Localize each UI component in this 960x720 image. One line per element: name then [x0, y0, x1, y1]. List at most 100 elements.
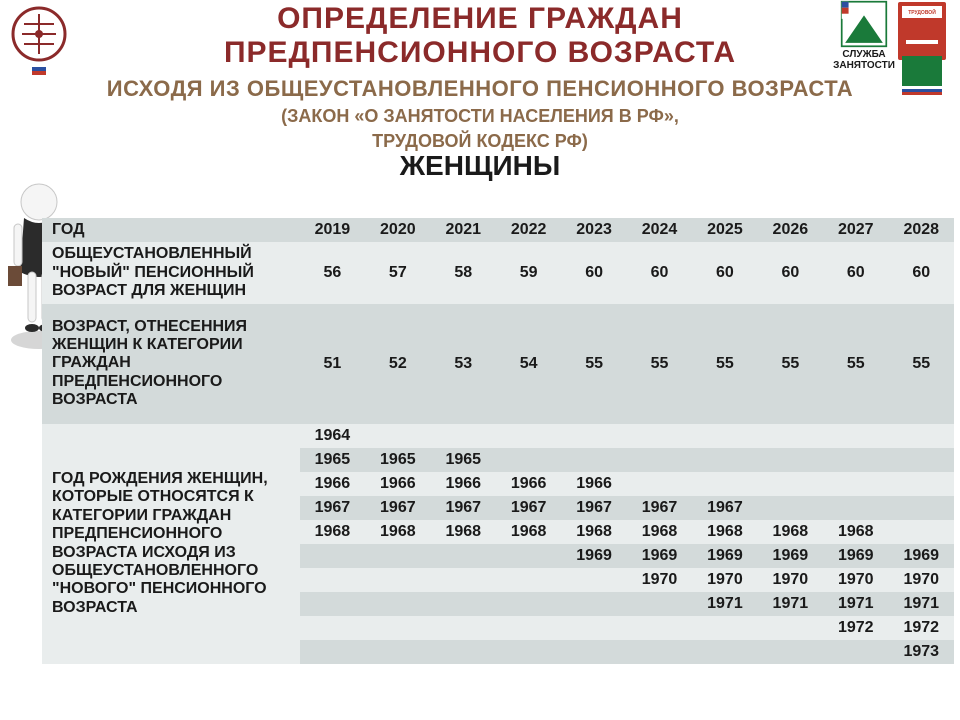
data-table: ГОД 2019 2020 2021 2022 2023 2024 2025 2…	[42, 218, 954, 664]
prepension-age-value: 55	[888, 304, 954, 424]
subtitle: ИСХОДЯ ИЗ ОБЩЕУСТАНОВЛЕННОГО ПЕНСИОННОГО…	[0, 76, 960, 102]
birthyear-cell: 1967	[692, 496, 757, 520]
year-cell: 2024	[627, 218, 692, 242]
birthyear-cell	[365, 544, 430, 568]
row-years: ГОД 2019 2020 2021 2022 2023 2024 2025 2…	[42, 218, 954, 242]
birthyear-cell: 1969	[692, 544, 757, 568]
birthyear-cell: 1969	[561, 544, 626, 568]
labour-code-books: ТРУДОВОЙ	[896, 0, 948, 96]
birthyear-cell: 1969	[758, 544, 823, 568]
birthyear-cell	[496, 592, 561, 616]
birthyear-cell: 1970	[758, 568, 823, 592]
birthyear-cell	[758, 424, 823, 448]
right-logos: СЛУЖБАЗАНЯТОСТИ ТРУДОВОЙ	[836, 0, 956, 110]
birthyear-cell: 1968	[561, 520, 626, 544]
pension-age-label: ОБЩЕУСТАНОВЛЕННЫЙ "НОВЫЙ" ПЕНСИОННЫЙ ВОЗ…	[42, 242, 300, 303]
pension-age-value: 56	[300, 242, 365, 303]
pension-age-value: 60	[888, 242, 954, 303]
year-cell: 2020	[365, 218, 430, 242]
prepension-age-value: 54	[496, 304, 561, 424]
birthyear-cell: 1966	[561, 472, 626, 496]
pension-age-value: 60	[561, 242, 626, 303]
birthyear-cell: 1966	[431, 472, 496, 496]
birthyear-cell	[758, 448, 823, 472]
birthyear-cell	[627, 616, 692, 640]
birthyear-cell	[758, 496, 823, 520]
birthyear-cell: 1966	[365, 472, 430, 496]
pension-age-value: 60	[823, 242, 888, 303]
birthyear-cell: 1968	[496, 520, 561, 544]
birthyear-cell	[431, 592, 496, 616]
birthyear-cell: 1968	[365, 520, 430, 544]
birthyear-cell: 1972	[823, 616, 888, 640]
birthyear-cell	[627, 592, 692, 616]
birthyear-cell	[431, 616, 496, 640]
birthyear-cell	[627, 448, 692, 472]
birthyear-cell	[496, 640, 561, 664]
birthyear-cell	[888, 448, 954, 472]
birthyear-cell: 1971	[888, 592, 954, 616]
birthyear-cell	[561, 448, 626, 472]
birthyear-cell: 1968	[300, 520, 365, 544]
year-cell: 2019	[300, 218, 365, 242]
birthyear-cell	[627, 640, 692, 664]
birthyear-cell: 1965	[300, 448, 365, 472]
row-birthyears: ГОД РОЖДЕНИЯ ЖЕНЩИН, КОТОРЫЕ ОТНОСЯТСЯ К…	[42, 424, 954, 448]
birthyear-cell	[431, 544, 496, 568]
pension-age-value: 59	[496, 242, 561, 303]
title-line-1: ОПРЕДЕЛЕНИЕ ГРАЖДАН	[0, 2, 960, 36]
birthyear-cell: 1967	[496, 496, 561, 520]
birthyear-cell	[300, 616, 365, 640]
birthyear-cell: 1967	[561, 496, 626, 520]
birthyear-cell: 1971	[692, 592, 757, 616]
law-line-2: ТРУДОВОЙ КОДЕКС РФ)	[0, 131, 960, 152]
birthyear-cell: 1964	[300, 424, 365, 448]
birthyear-cell	[365, 592, 430, 616]
birthyear-cell	[888, 520, 954, 544]
prepension-age-value: 51	[300, 304, 365, 424]
birthyear-cell: 1969	[823, 544, 888, 568]
birthyear-cell	[823, 496, 888, 520]
year-cell: 2026	[758, 218, 823, 242]
law-line-1: (ЗАКОН «О ЗАНЯТОСТИ НАСЕЛЕНИЯ В РФ»,	[0, 106, 960, 127]
title-line-2: ПРЕДПЕНСИОННОГО ВОЗРАСТА	[0, 36, 960, 70]
birthyear-cell: 1967	[365, 496, 430, 520]
birthyear-cell: 1966	[496, 472, 561, 496]
birthyear-cell	[365, 640, 430, 664]
birthyear-cell: 1967	[300, 496, 365, 520]
birthyear-cell: 1970	[888, 568, 954, 592]
birthyear-cell	[496, 544, 561, 568]
birthyear-cell: 1969	[627, 544, 692, 568]
birthyear-cell	[365, 616, 430, 640]
pension-age-value: 57	[365, 242, 430, 303]
birthyear-cell: 1965	[365, 448, 430, 472]
birthyear-cell	[431, 640, 496, 664]
birthyear-cell: 1968	[692, 520, 757, 544]
birthyear-cell	[561, 424, 626, 448]
year-header-label: ГОД	[42, 218, 300, 242]
birthyear-cell	[300, 544, 365, 568]
birthyear-cell: 1971	[823, 592, 888, 616]
prepension-age-value: 55	[627, 304, 692, 424]
birthyear-cell	[496, 568, 561, 592]
birthyear-cell: 1967	[627, 496, 692, 520]
birthyear-cell: 1971	[758, 592, 823, 616]
birthyear-cell	[692, 616, 757, 640]
birthyear-cell	[300, 568, 365, 592]
birthyear-cell	[496, 448, 561, 472]
birthyear-cell	[692, 472, 757, 496]
birthyear-cell	[300, 640, 365, 664]
birthyear-cell: 1966	[300, 472, 365, 496]
birthyear-cell	[758, 640, 823, 664]
birthyear-cell	[823, 472, 888, 496]
year-cell: 2021	[431, 218, 496, 242]
row-prepension-age: ВОЗРАСТ, ОТНЕСЕННИЯ ЖЕНЩИН К КАТЕГОРИИ Г…	[42, 304, 954, 424]
birthyear-cell	[692, 448, 757, 472]
birthyear-cell: 1968	[758, 520, 823, 544]
svg-text:ТРУДОВОЙ: ТРУДОВОЙ	[908, 8, 936, 16]
birthyear-cell	[823, 640, 888, 664]
birthyear-cell	[561, 616, 626, 640]
birthyear-cell	[496, 616, 561, 640]
pfr-logo	[8, 4, 70, 76]
year-cell: 2027	[823, 218, 888, 242]
